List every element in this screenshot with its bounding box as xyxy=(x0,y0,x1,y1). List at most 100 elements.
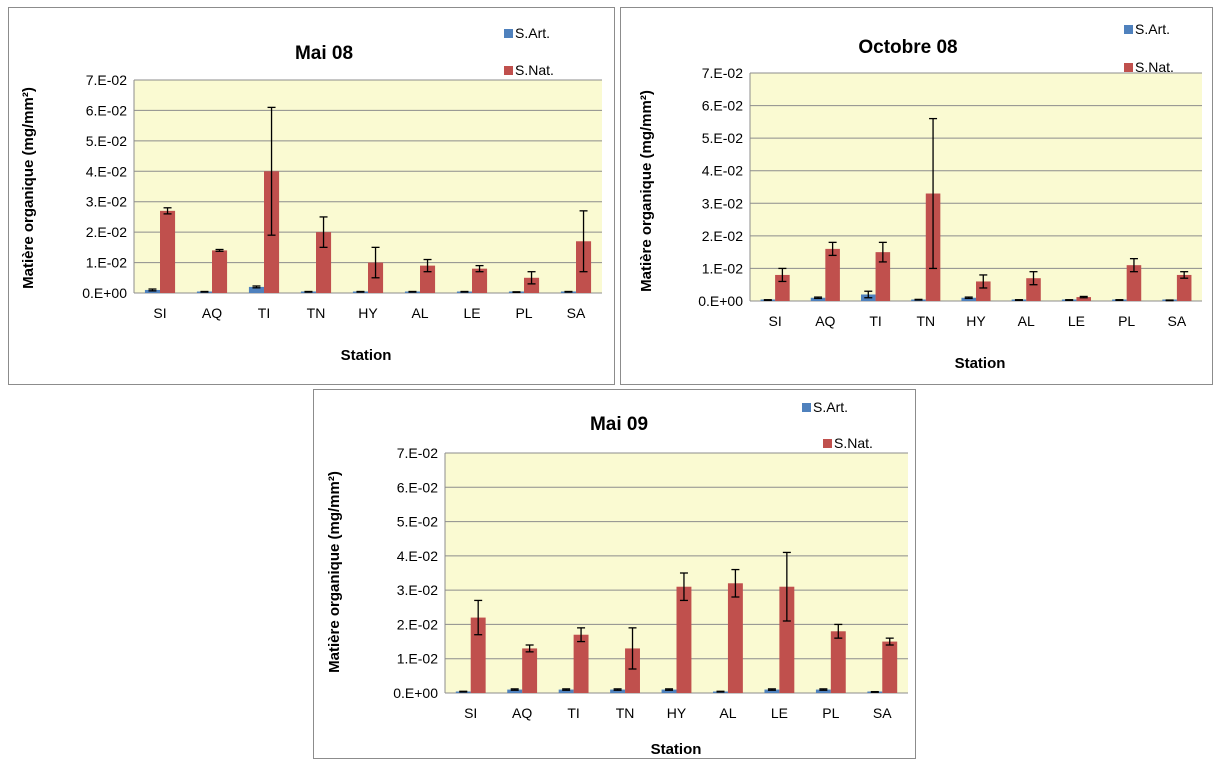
legend-swatch-s-art xyxy=(1124,25,1133,34)
bar-s-nat xyxy=(524,277,540,293)
x-tick-label: LE xyxy=(1068,313,1085,329)
chart-svg: Octobre 08 Matière organique (mg/mm²) St… xyxy=(638,21,1202,372)
bar-s-nat xyxy=(522,648,538,693)
y-tick-label: 5.E-02 xyxy=(86,133,127,149)
y-tick-label: 6.E-02 xyxy=(397,479,438,495)
y-tick-label: 2.E-02 xyxy=(86,224,127,240)
bar-s-art xyxy=(248,286,264,293)
bar-s-art xyxy=(661,689,677,693)
bar-s-nat xyxy=(573,634,589,693)
bar-s-nat xyxy=(882,641,898,693)
legend-swatch-s-nat xyxy=(504,66,513,75)
plot-background xyxy=(134,80,602,293)
x-tick-label: SI xyxy=(768,313,781,329)
x-tick-label: HY xyxy=(667,705,687,721)
legend-label-s-nat: S.Nat. xyxy=(834,435,873,451)
y-axis-title: Matière organique (mg/mm²) xyxy=(326,471,343,673)
x-tick-label: AQ xyxy=(815,313,835,329)
legend-label-s-art: S.Art. xyxy=(515,25,550,41)
x-tick-label: LE xyxy=(463,305,480,321)
x-axis-title: Station xyxy=(651,741,702,758)
legend-swatch-s-art xyxy=(802,403,811,412)
y-tick-label: 4.E-02 xyxy=(397,548,438,564)
x-tick-label: TN xyxy=(916,313,935,329)
y-tick-label: 7.E-02 xyxy=(702,65,743,81)
x-tick-label: AQ xyxy=(202,305,222,321)
bar-s-nat xyxy=(420,265,436,293)
x-tick-label: HY xyxy=(358,305,378,321)
legend-label-s-art: S.Art. xyxy=(1135,21,1170,37)
y-tick-label: 0.E+00 xyxy=(698,293,743,309)
bar-s-nat xyxy=(472,268,488,293)
chart-title: Octobre 08 xyxy=(858,37,957,58)
x-tick-label: AQ xyxy=(512,705,532,721)
y-tick-label: 2.E-02 xyxy=(397,616,438,632)
x-tick-label: SA xyxy=(567,305,586,321)
legend-swatch-s-nat xyxy=(1124,63,1133,72)
plot-area: 0.E+00 1.E-02 2.E-02 3.E-02 4.E-02 5.E-02 6.E-… xyxy=(393,445,908,721)
plot-area: 0.E+00 1.E-02 2.E-02 3.E-02 4.E-02 5.E-02 6.E-… xyxy=(698,65,1202,329)
bar-s-nat xyxy=(779,586,795,693)
x-tick-label: AL xyxy=(411,305,428,321)
x-tick-label: SA xyxy=(873,705,892,721)
legend-swatch-s-art xyxy=(504,29,513,38)
y-axis-title: Matière organique (mg/mm²) xyxy=(20,87,37,289)
bar-s-nat xyxy=(676,586,692,693)
legend-swatch-s-nat xyxy=(823,439,832,448)
chart-panel-mai-09: Mai 09 Matière organique (mg/mm²) Statio… xyxy=(313,389,916,759)
x-tick-label: SI xyxy=(464,705,477,721)
bar-s-art xyxy=(507,689,523,693)
bar-s-art xyxy=(961,297,976,301)
x-tick-label: LE xyxy=(771,705,788,721)
bar-s-art xyxy=(810,297,826,301)
y-tick-label: 4.E-02 xyxy=(86,163,127,179)
legend: S.Art. S.Nat. xyxy=(802,399,873,451)
x-tick-label: TI xyxy=(869,313,881,329)
chart-panel-mai-08: Mai 08 Matière organique (mg/mm²) Statio… xyxy=(8,7,615,385)
bar-s-nat xyxy=(727,583,743,693)
bar-s-nat xyxy=(825,248,840,301)
chart-panel-octobre-08: Octobre 08 Matière organique (mg/mm²) St… xyxy=(620,7,1213,385)
y-tick-label: 4.E-02 xyxy=(702,163,743,179)
bar-s-nat xyxy=(1176,274,1192,301)
y-tick-label: 7.E-02 xyxy=(397,445,438,461)
bar-s-nat xyxy=(160,210,176,293)
bar-s-art xyxy=(764,689,780,693)
plot-area: 0.E+00 1.E-02 2.E-02 3.E-02 4.E-02 5.E-02 6.E-… xyxy=(82,72,602,321)
chart-title: Mai 09 xyxy=(590,414,648,435)
bar-s-nat xyxy=(1126,265,1142,301)
legend-label-s-nat: S.Nat. xyxy=(515,62,554,78)
bar-s-nat xyxy=(625,648,640,693)
y-tick-label: 6.E-02 xyxy=(702,98,743,114)
x-tick-label: PL xyxy=(515,305,532,321)
y-tick-label: 3.E-02 xyxy=(397,582,438,598)
x-tick-label: AL xyxy=(1018,313,1035,329)
y-tick-label: 0.E+00 xyxy=(82,285,127,301)
x-tick-label: HY xyxy=(966,313,986,329)
legend: S.Art. S.Nat. xyxy=(1124,21,1174,75)
bar-s-nat xyxy=(976,281,991,301)
y-tick-label: 1.E-02 xyxy=(86,255,127,271)
y-tick-label: 1.E-02 xyxy=(397,651,438,667)
x-tick-label: TI xyxy=(258,305,270,321)
legend-label-s-nat: S.Nat. xyxy=(1135,59,1174,75)
bar-s-art xyxy=(558,689,574,693)
x-tick-label: PL xyxy=(822,705,839,721)
y-tick-label: 7.E-02 xyxy=(86,72,127,88)
chart-svg: Mai 09 Matière organique (mg/mm²) Statio… xyxy=(326,399,908,758)
x-tick-label: TN xyxy=(616,705,635,721)
bar-s-nat xyxy=(470,617,486,693)
legend-label-s-art: S.Art. xyxy=(813,399,848,415)
y-tick-label: 3.E-02 xyxy=(86,194,127,210)
x-tick-label: TI xyxy=(567,705,579,721)
x-tick-label: PL xyxy=(1118,313,1135,329)
bar-s-art xyxy=(815,689,831,693)
y-tick-label: 6.E-02 xyxy=(86,102,127,118)
y-tick-label: 5.E-02 xyxy=(397,514,438,530)
bar-s-nat xyxy=(830,631,846,693)
legend: S.Art. S.Nat. xyxy=(504,25,554,78)
plot-background xyxy=(750,73,1202,301)
y-tick-label: 1.E-02 xyxy=(702,260,743,276)
x-axis-title: Station xyxy=(955,355,1006,372)
bar-s-nat xyxy=(875,252,891,301)
